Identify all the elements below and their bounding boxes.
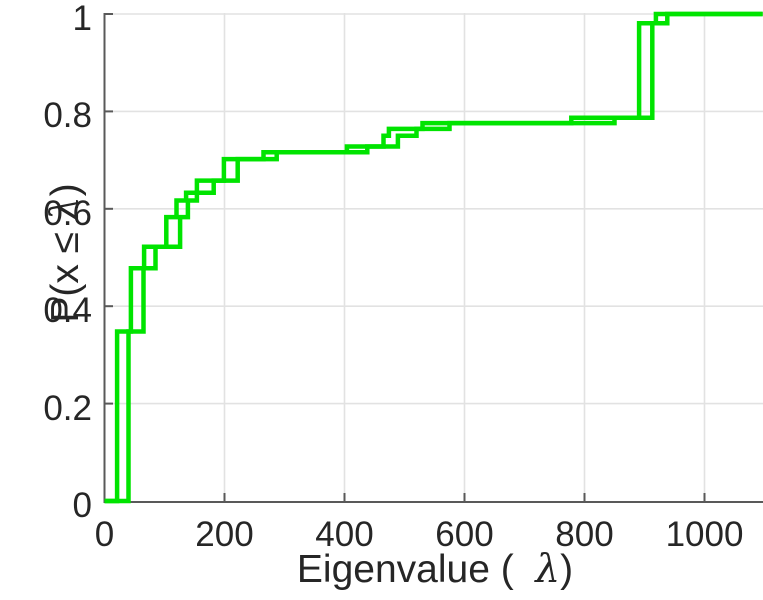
x-tick-label: 600: [435, 515, 494, 554]
y-axis-label-text: P(x ≤: [44, 221, 88, 323]
lambda-symbol: λ: [43, 196, 89, 222]
y-tick-label: 0: [72, 486, 92, 525]
ecdf-step-right: [104, 11, 763, 504]
x-tick-label: 0: [94, 515, 115, 554]
ecdf-step-left: [104, 11, 763, 504]
x-tick-label: 400: [315, 515, 374, 554]
x-axis-label-text: Eigenvalue (: [296, 548, 536, 591]
lambda-symbol: λ: [535, 547, 561, 592]
x-tick-label: 800: [555, 515, 614, 554]
y-axis-label-close: ): [44, 183, 88, 197]
x-axis-label-close: ): [560, 548, 574, 591]
y-tick-label: 0.6: [43, 193, 92, 233]
y-tick-label: 0.4: [43, 291, 92, 331]
y-tick-label: 0.2: [43, 388, 92, 428]
x-tick-label: 1000: [665, 515, 744, 554]
x-axis-label: Eigenvalue ( λ): [297, 550, 573, 589]
x-tick-label: 200: [195, 515, 254, 554]
y-axis-label: P(x ≤ λ): [43, 183, 89, 323]
y-tick-label: 0.8: [43, 96, 92, 136]
y-tick-label: 1: [72, 0, 92, 38]
